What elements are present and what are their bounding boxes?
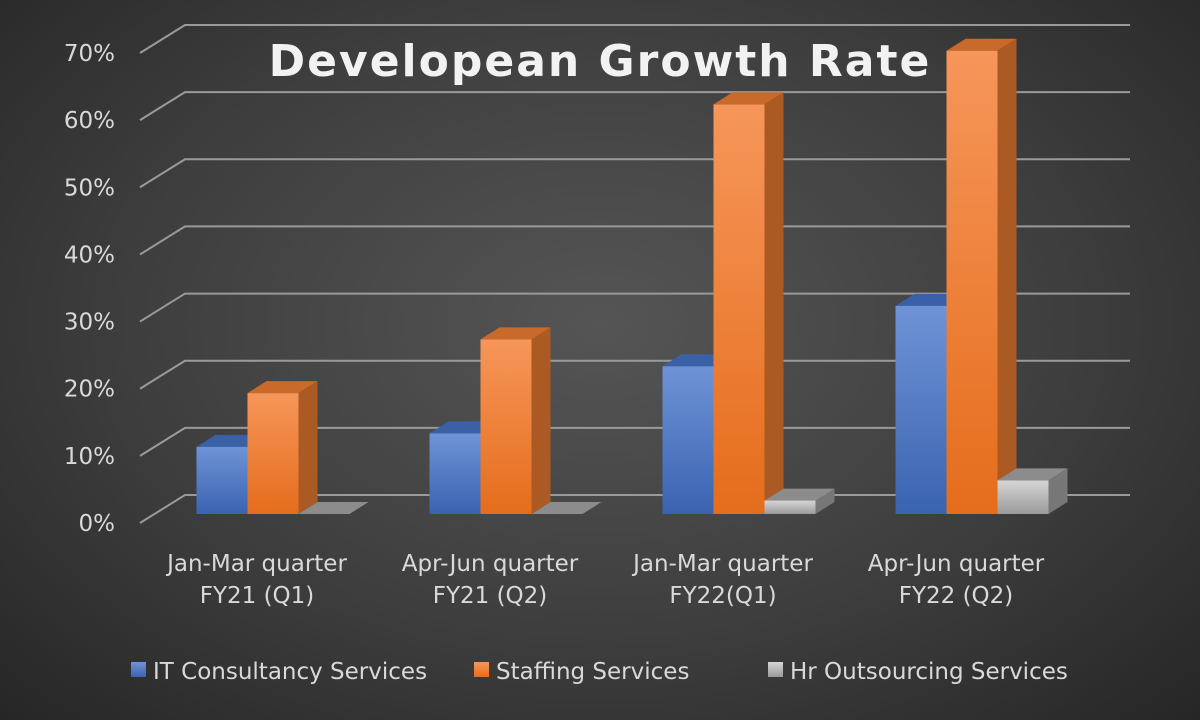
bar-side: [531, 327, 551, 514]
x-axis-categories: Jan-Mar quarter FY21 (Q1) Apr-Jun quarter F…: [165, 551, 1045, 609]
gridline: [139, 225, 1130, 256]
x-category-label: Apr-Jun quarter FY21 (Q2): [402, 551, 579, 609]
bar-top: [247, 381, 318, 394]
bar-front: [247, 393, 299, 514]
bar-staffing-services-4: [946, 38, 1017, 514]
legend-label: Staffing Services: [496, 659, 689, 685]
bar-side: [764, 92, 784, 514]
x-category-label: Jan-Mar quarter FY21 (Q1): [165, 551, 347, 609]
y-tick-label: 50%: [64, 175, 115, 201]
bar-staffing-services-2: [480, 327, 551, 514]
gridline: [139, 426, 1130, 457]
bars: [196, 38, 1068, 514]
y-tick-label: 0%: [79, 511, 116, 537]
bar-front: [895, 305, 947, 514]
gridline: [139, 359, 1130, 390]
chart-title: Developean Growth Rate: [269, 36, 932, 87]
gridlines: [139, 24, 1130, 524]
gridline: [139, 91, 1130, 121]
bar-hr-outsourcing-services-2: [531, 502, 602, 514]
bar-side: [298, 381, 318, 514]
bar-front: [946, 50, 998, 514]
bar-hr-outsourcing-services-4: [997, 468, 1068, 514]
bar-top: [764, 488, 835, 501]
y-axis-ticks: 0% 10% 20% 30% 40% 50% 60% 70%: [64, 41, 115, 537]
y-tick-label: 70%: [64, 41, 115, 67]
legend-swatch: [474, 662, 489, 677]
bar-top: [531, 502, 602, 514]
y-tick-label: 20%: [64, 377, 115, 403]
y-tick-label: 60%: [64, 108, 115, 134]
bar-front: [713, 104, 765, 514]
bar-top: [946, 38, 1017, 51]
bar-side: [815, 488, 835, 514]
bar-side: [997, 38, 1017, 514]
y-tick-label: 40%: [64, 242, 115, 268]
bar-hr-outsourcing-services-1: [298, 502, 369, 514]
legend-label: IT Consultancy Services: [153, 659, 427, 685]
legend-item-hr-outsourcing-services: Hr Outsourcing Services: [768, 659, 1068, 685]
x-category-label: Apr-Jun quarter FY22 (Q2): [868, 551, 1045, 609]
gridline: [139, 158, 1130, 189]
legend-swatch: [131, 662, 146, 677]
bar-side: [1048, 468, 1068, 514]
bar-front: [662, 366, 714, 514]
bar-top: [997, 468, 1068, 481]
bar-front: [429, 433, 481, 514]
bar-front: [196, 446, 248, 514]
bar-front: [997, 480, 1049, 514]
legend-item-it-consultancy-services: IT Consultancy Services: [131, 659, 427, 685]
bar-top: [713, 92, 784, 105]
y-tick-label: 10%: [64, 444, 115, 470]
bar-staffing-services-3: [713, 92, 784, 514]
legend-swatch: [768, 662, 783, 677]
gridline: [139, 292, 1130, 323]
bar-front: [764, 500, 816, 514]
bar-top: [298, 502, 369, 514]
bar-hr-outsourcing-services-3: [764, 488, 835, 514]
legend-item-staffing-services: Staffing Services: [474, 659, 689, 685]
legend: IT Consultancy Services Staffing Services…: [131, 659, 1068, 685]
legend-label: Hr Outsourcing Services: [790, 659, 1068, 685]
bar-staffing-services-1: [247, 381, 318, 514]
bar-front: [480, 339, 532, 514]
y-tick-label: 30%: [64, 310, 115, 336]
gridline: [139, 24, 1130, 54]
bar-top: [480, 327, 551, 340]
x-category-label: Jan-Mar quarter FY22(Q1): [631, 551, 813, 609]
